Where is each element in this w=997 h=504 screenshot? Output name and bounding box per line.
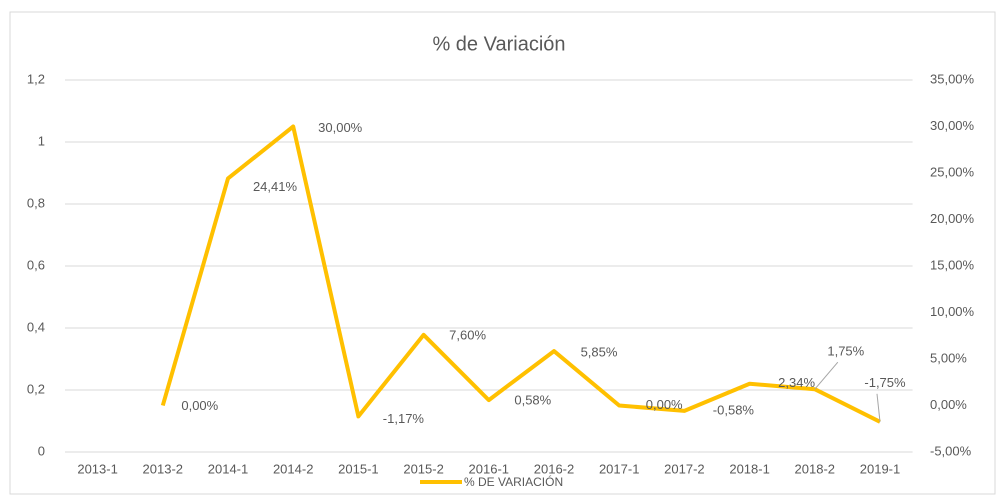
data-label: 0,00% (181, 398, 218, 413)
leader-line (814, 361, 839, 390)
chart-title: % de Variación (432, 33, 565, 55)
y2-tick-label: 15,00% (930, 257, 975, 272)
y-tick-label: 0 (38, 443, 45, 458)
y2-tick-label: 0,00% (930, 397, 967, 412)
x-tick-label: 2015-1 (338, 461, 378, 476)
y2-tick-label: 30,00% (930, 118, 975, 133)
x-tick-label: 2018-2 (795, 461, 835, 476)
x-tick-label: 2015-2 (403, 461, 443, 476)
y2-tick-label: 35,00% (930, 71, 975, 86)
x-tick-label: 2017-1 (599, 461, 639, 476)
y2-tick-label: 5,00% (930, 350, 967, 365)
y-tick-label: 0,4 (27, 319, 45, 334)
data-label: 5,85% (581, 345, 618, 360)
x-tick-label: 2013-1 (77, 461, 117, 476)
y-tick-label: 0,2 (27, 381, 45, 396)
legend-label: % DE VARIACIÓN (464, 474, 563, 489)
x-tick-label: 2018-1 (729, 461, 769, 476)
data-label: -0,58% (713, 402, 755, 417)
x-tick-label: 2014-2 (273, 461, 313, 476)
series-line (160, 124, 881, 424)
data-label: 2,34% (778, 375, 815, 390)
data-label: -1,75% (864, 375, 906, 390)
x-tick-label: 2017-2 (664, 461, 704, 476)
data-label: 24,41% (253, 179, 298, 194)
y2-tick-label: -5,00% (930, 443, 972, 458)
data-label: 30,00% (318, 120, 363, 135)
x-tick-label: 2016-1 (469, 461, 509, 476)
y2-tick-label: 25,00% (930, 164, 975, 179)
x-tick-label: 2016-2 (534, 461, 574, 476)
data-label: 1,75% (827, 344, 864, 359)
data-label: -1,17% (383, 411, 425, 426)
data-label: 7,60% (449, 327, 486, 342)
data-label: 0,00% (646, 397, 683, 412)
y-tick-label: 1,2 (27, 71, 45, 86)
x-tick-label: 2019-1 (860, 461, 900, 476)
y-tick-label: 1 (38, 133, 45, 148)
y2-tick-label: 20,00% (930, 211, 975, 226)
y2-tick-label: 10,00% (930, 304, 975, 319)
data-label: 0,58% (514, 393, 551, 408)
y-tick-label: 0,8 (27, 195, 45, 210)
x-tick-label: 2013-2 (143, 461, 183, 476)
y-tick-label: 0,6 (27, 257, 45, 272)
leader-line (876, 393, 881, 422)
x-tick-label: 2014-1 (208, 461, 248, 476)
chart-border (9, 11, 996, 495)
